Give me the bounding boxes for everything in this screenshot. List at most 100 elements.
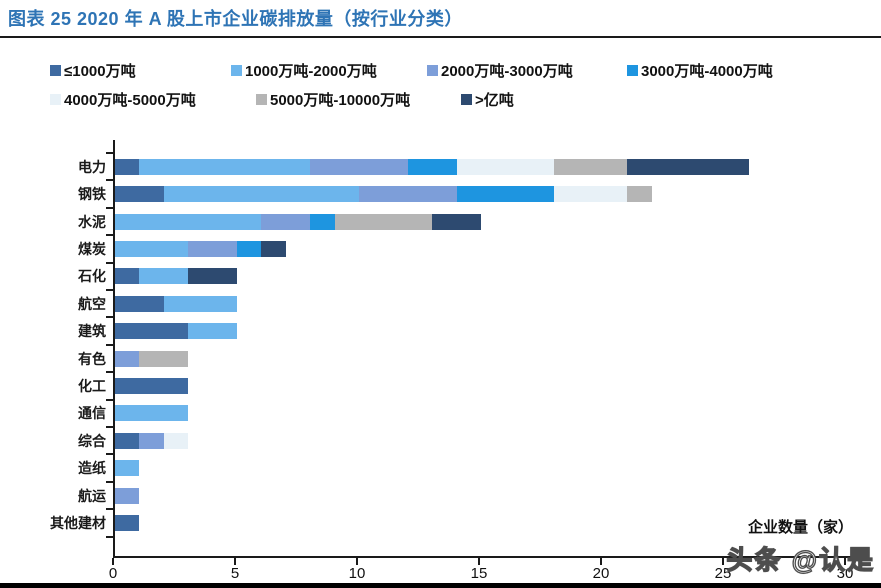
bar-segment xyxy=(115,432,140,449)
y-axis-line xyxy=(113,140,115,557)
legend-item: ≤1000万吨 xyxy=(50,60,231,81)
y-axis-tick xyxy=(106,179,113,182)
y-axis-tick xyxy=(106,261,113,264)
x-axis-tick-label: 20 xyxy=(592,565,610,582)
x-axis-tick-label: 10 xyxy=(348,565,366,582)
legend-item: 3000万吨-4000万吨 xyxy=(627,60,773,81)
bar-segment xyxy=(139,268,189,285)
category-label: 建筑 xyxy=(78,323,106,340)
category-label: 造纸 xyxy=(78,460,106,477)
y-axis-tick xyxy=(106,426,113,428)
bar-segment xyxy=(261,213,311,230)
bar-segment xyxy=(237,240,262,257)
bar-segment xyxy=(432,213,481,230)
bar-segment xyxy=(115,323,189,340)
bar-segment xyxy=(115,350,140,367)
bar-segment xyxy=(163,186,359,203)
x-axis-tick xyxy=(478,558,480,565)
x-axis-tick xyxy=(722,558,724,565)
y-axis-tick xyxy=(106,453,113,456)
category-label: 综合 xyxy=(78,432,106,449)
bar-segment xyxy=(115,295,164,312)
y-axis-tick xyxy=(106,480,113,483)
y-axis-tick xyxy=(106,316,113,319)
legend-label: 5000万吨-10000万吨 xyxy=(270,91,411,109)
bar-segment xyxy=(261,240,286,257)
legend-row-1: ≤1000万吨 1000万吨-2000万吨 2000万吨-3000万吨 3000万吨-… xyxy=(50,58,860,82)
bar-segment xyxy=(115,268,140,285)
x-axis-tick-label: 25 xyxy=(714,565,732,582)
bar-segment xyxy=(115,377,189,394)
legend-swatch xyxy=(461,93,472,105)
legend-item: 5000万吨-10000万吨 xyxy=(256,89,461,110)
y-axis-tick xyxy=(106,398,113,401)
bar-segment xyxy=(554,158,628,175)
bar-segment xyxy=(456,158,555,175)
category-label: 电力 xyxy=(78,158,106,175)
bar-segment xyxy=(310,213,335,230)
bar-segment xyxy=(188,323,237,340)
y-axis-tick xyxy=(106,535,113,538)
watermark: 头条 @认是 xyxy=(726,544,875,575)
y-axis-tick xyxy=(106,152,113,154)
legend-label: 3000万吨-4000万吨 xyxy=(641,62,773,80)
x-axis-tick xyxy=(112,558,114,565)
category-label: 有色 xyxy=(78,350,106,367)
bar-segment xyxy=(310,158,408,175)
bar-segment xyxy=(115,487,140,504)
bar-segment xyxy=(188,240,237,257)
legend-label: 1000万吨-2000万吨 xyxy=(245,62,377,80)
legend-row-2: 4000万吨-5000万吨 5000万吨-10000万吨 >亿吨 xyxy=(50,87,860,111)
x-axis-tick xyxy=(600,558,602,565)
legend-label: 4000万吨-5000万吨 xyxy=(64,91,196,109)
y-axis-tick xyxy=(106,508,113,511)
y-axis-tick xyxy=(106,371,113,374)
legend-swatch xyxy=(256,93,267,105)
legend-label: 2000万吨-3000万吨 xyxy=(441,62,573,80)
bar-segment xyxy=(627,186,652,203)
legend-swatch xyxy=(627,64,638,76)
legend-swatch xyxy=(231,64,242,76)
category-label: 化工 xyxy=(78,377,106,394)
y-axis-tick xyxy=(106,289,113,291)
x-axis-line xyxy=(113,556,853,558)
legend-swatch xyxy=(50,64,61,76)
bar-segment xyxy=(115,186,164,203)
legend-item: >亿吨 xyxy=(461,89,514,110)
bar-segment xyxy=(334,213,433,230)
title-underline xyxy=(0,36,881,38)
bar-segment xyxy=(139,350,189,367)
x-axis-tick xyxy=(844,558,846,565)
category-label: 其他建材 xyxy=(50,514,106,531)
bar-segment xyxy=(115,460,140,477)
category-label: 钢铁 xyxy=(78,186,106,203)
category-label: 航空 xyxy=(78,295,106,312)
y-axis-tick xyxy=(106,343,113,346)
x-axis-tick xyxy=(356,558,358,565)
bar-segment xyxy=(627,158,750,175)
bar-segment xyxy=(115,405,189,422)
bar-segment xyxy=(163,432,189,449)
x-axis-tick-label: 30 xyxy=(836,565,854,582)
bar-segment xyxy=(456,186,555,203)
legend-swatch xyxy=(50,93,61,105)
x-axis-tick xyxy=(234,558,236,565)
x-axis-tick-label: 5 xyxy=(230,565,240,582)
bar-segment xyxy=(359,186,457,203)
bar-segment xyxy=(188,268,237,285)
x-axis-tick-label: 0 xyxy=(108,565,118,582)
bottom-border xyxy=(0,583,881,588)
bar-segment xyxy=(115,213,262,230)
figure-title: 图表 25 2020 年 A 股上市企业碳排放量（按行业分类） xyxy=(8,9,463,29)
legend-label: >亿吨 xyxy=(475,91,514,109)
x-axis-title: 企业数量（家） xyxy=(747,519,853,536)
y-axis-tick xyxy=(106,206,113,209)
bar-segment xyxy=(115,240,189,257)
category-label: 煤炭 xyxy=(78,240,106,257)
legend-item: 4000万吨-5000万吨 xyxy=(50,89,256,110)
bar-segment xyxy=(139,158,311,175)
legend-label: ≤1000万吨 xyxy=(64,62,136,80)
bar-segment xyxy=(139,432,164,449)
